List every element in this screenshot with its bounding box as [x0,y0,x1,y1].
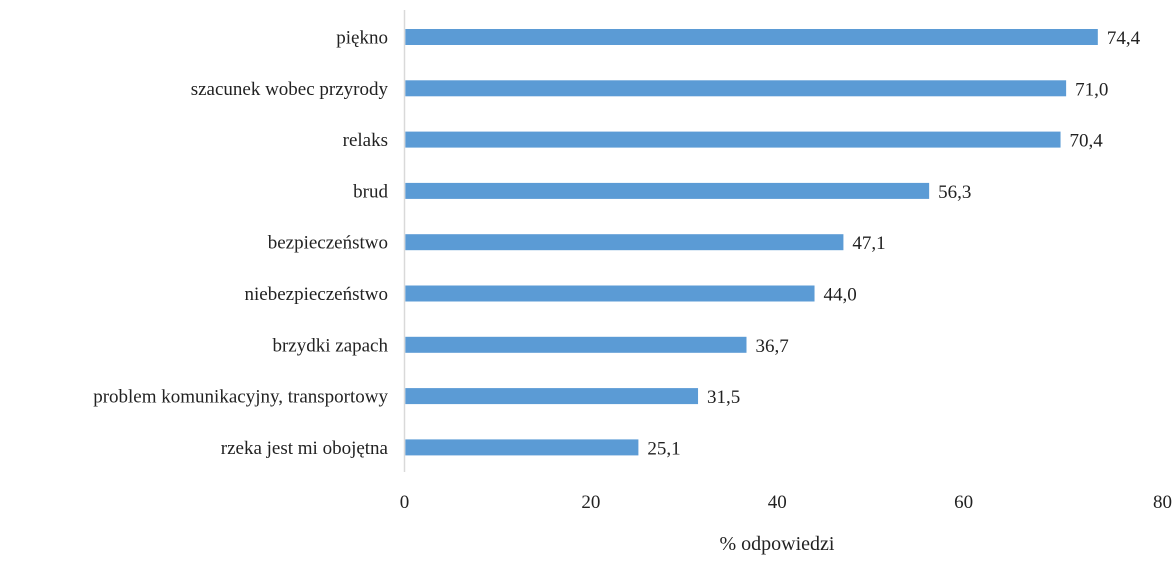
value-label: 44,0 [824,285,857,306]
value-label: 71,0 [1075,79,1108,100]
bar [405,439,639,456]
bar [405,336,747,353]
category-labels: piękno szacunek wobec przyrody relaks brud b… [93,28,388,459]
bar [405,131,1061,148]
value-label: 74,4 [1107,28,1141,49]
x-tick-label: 0 [400,492,410,513]
category-label: niebezpieczeństwo [245,284,388,305]
x-axis-title: % odpowiedzi [720,533,835,555]
value-label: 25,1 [647,438,680,459]
x-tick-label: 60 [954,492,973,513]
category-label: problem komunikacyjny, transportowy [93,387,388,408]
value-label: 47,1 [852,233,885,254]
bar [405,80,1067,97]
value-label: 31,5 [707,387,740,408]
bar [405,285,815,302]
bar [405,388,699,405]
value-label: 56,3 [938,182,971,203]
category-label: brzydki zapach [272,335,388,356]
category-label: relaks [343,130,388,151]
x-tick-label: 20 [581,492,600,513]
category-label: bezpieczeństwo [268,233,388,254]
category-label: brud [353,181,388,202]
category-label: piękno [336,28,388,49]
value-label: 70,4 [1070,131,1104,152]
x-tick-label: 40 [768,492,787,513]
value-label: 36,7 [755,336,788,357]
value-labels: 74,4 71,0 70,4 56,3 47,1 44,0 36,7 31,5 25,1 [647,28,1140,459]
bar [405,182,930,199]
category-label: szacunek wobec przyrody [191,79,389,100]
category-label: rzeka jest mi obojętna [221,438,389,459]
x-tick-label: 80 [1153,492,1172,513]
x-tick-labels: 0 20 40 60 80 [400,492,1172,513]
bars-layer [405,29,1098,456]
bar [405,29,1098,45]
bar [405,234,844,251]
